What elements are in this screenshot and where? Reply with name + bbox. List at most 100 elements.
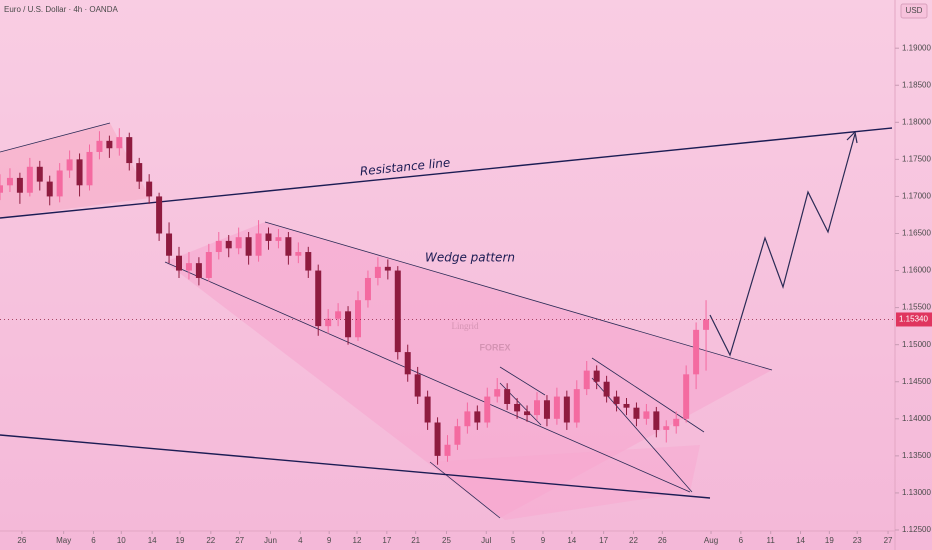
candle-body (414, 374, 421, 397)
x-tick-label: 9 (327, 536, 332, 545)
y-tick-label: 1.19000 (902, 43, 931, 52)
watermark-brand: Lingrid (452, 321, 479, 331)
x-tick-label: 19 (176, 536, 185, 545)
candle-body (166, 233, 173, 256)
candle-body (434, 422, 441, 456)
candle-body (524, 411, 531, 416)
candle-body (374, 266, 381, 278)
candle-body (703, 319, 710, 330)
candle-body (205, 252, 212, 278)
candle-body (573, 389, 580, 423)
candle-body (255, 233, 262, 256)
candle-body (583, 370, 590, 390)
candle-body (454, 426, 461, 445)
candle-body (444, 444, 451, 456)
candle-body (335, 311, 342, 319)
candle-body (464, 411, 471, 427)
chart-title: Euro / U.S. Dollar · 4h · OANDA (4, 5, 118, 14)
candle-body (156, 196, 163, 234)
candle-body (315, 270, 322, 327)
wedge-upper (264, 221, 773, 371)
candle-body (185, 263, 192, 271)
candle-body (245, 237, 252, 256)
projection-path (709, 133, 856, 357)
candle-body (394, 270, 401, 353)
x-tick-label: Jun (264, 536, 277, 545)
y-tick-label: 1.13500 (902, 451, 931, 460)
candle-body (663, 426, 670, 430)
y-tick-label: 1.14500 (902, 377, 931, 386)
candle-body (275, 237, 282, 241)
candle-body (325, 318, 332, 327)
candle-body (46, 181, 53, 197)
y-tick-label: 1.12500 (902, 525, 931, 534)
candle-body (534, 400, 540, 416)
x-tick-label: 21 (411, 536, 420, 545)
y-tick-label: 1.18500 (902, 80, 931, 89)
candle-body (265, 233, 272, 241)
candle-body (345, 311, 352, 338)
y-tick-label: 1.16500 (902, 229, 931, 238)
candle-body (623, 403, 630, 408)
candle-body (643, 411, 650, 419)
candle-body (364, 277, 371, 301)
candle-body (235, 237, 242, 249)
wedge-lower (164, 261, 691, 493)
candle-body (285, 237, 292, 256)
flag-line (499, 366, 546, 396)
candle-body (543, 400, 550, 419)
candle-body (225, 240, 232, 249)
candle-body (176, 255, 182, 271)
y-tick-label: 1.14000 (902, 414, 931, 423)
x-tick-label: 19 (825, 536, 834, 545)
x-tick-label: 10 (117, 536, 126, 545)
x-tick-label: 25 (442, 536, 451, 545)
y-tick-label: 1.18000 (902, 117, 931, 126)
x-tick-label: 26 (658, 536, 667, 545)
y-tick-label: 1.16000 (902, 266, 931, 275)
candle-body (384, 266, 391, 271)
candle-body (215, 240, 222, 253)
candle-body (106, 140, 113, 149)
x-tick-label: 6 (91, 536, 96, 545)
candle-body (504, 389, 511, 404)
candle-body (593, 370, 600, 382)
candle-body (6, 177, 13, 186)
candle-body (693, 329, 700, 375)
y-tick-label: 1.15500 (902, 303, 931, 312)
support-line (0, 434, 711, 499)
watermark-sub: FOREX (479, 342, 510, 352)
x-tick-label: 23 (853, 536, 862, 545)
x-tick-label: 26 (17, 536, 26, 545)
candle-body (673, 418, 680, 427)
candle-body (16, 177, 23, 193)
candle-body (563, 396, 570, 423)
x-tick-label: 22 (206, 536, 215, 545)
candle-body (76, 159, 83, 186)
y-tick-label: 1.17000 (902, 192, 931, 201)
candle-body (633, 407, 640, 419)
candle-body (56, 170, 63, 197)
currency-badge (900, 3, 928, 19)
candle-body (116, 137, 123, 149)
last-price-label: 1.15340 (899, 315, 928, 324)
candle-body (26, 166, 33, 193)
x-tick-label: 14 (567, 536, 576, 545)
candle-body (424, 396, 431, 423)
x-tick-label: 12 (353, 536, 362, 545)
candle-body (36, 166, 43, 182)
x-tick-label: 9 (541, 536, 546, 545)
y-tick-label: 1.17500 (902, 154, 931, 163)
currency-label: USD (906, 6, 923, 15)
x-tick-label: 27 (235, 536, 244, 545)
channel-fill (0, 123, 150, 218)
candle-body (484, 396, 491, 423)
x-tick-label: May (56, 536, 71, 545)
y-tick-label: 1.15000 (902, 340, 931, 349)
flag-line (591, 357, 705, 433)
candle-body (0, 185, 3, 193)
candle-body (86, 151, 93, 186)
x-tick-label: Jul (481, 536, 491, 545)
flag-line (591, 377, 693, 493)
